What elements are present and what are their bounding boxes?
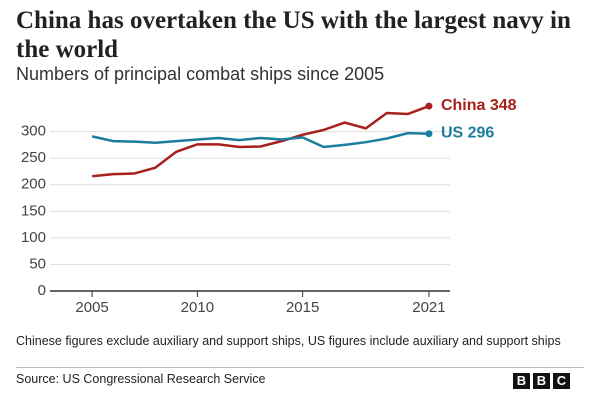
x-tick-label: 2015 [286,299,319,316]
series-line [91,131,429,149]
logo-letter: C [553,373,570,389]
x-tick-label: 2010 [181,299,214,316]
logo-letter: B [513,373,530,389]
y-tick-label: 100 [21,229,46,246]
y-tick-label: 200 [21,176,46,193]
divider [16,367,584,368]
end-label: US 296 [441,125,494,142]
value-label: 296 [468,125,495,142]
y-tick-label: 150 [21,202,46,219]
chart-title: China has overtaken the US with the larg… [16,7,571,63]
series-name: US [441,125,464,142]
end-dot [425,130,433,138]
logo-letter: B [533,373,550,389]
end-label: China 348 [441,97,517,114]
y-tick-label: 50 [29,255,46,272]
value-label: 348 [490,97,517,114]
chart-subtitle: Numbers of principal combat ships since … [16,64,385,84]
source: Source: US Congressional Research Servic… [16,372,266,386]
end-dot [425,102,433,110]
y-tick-label: 300 [21,123,46,140]
logo: B B C [513,373,570,389]
y-tick-label: 250 [21,149,46,166]
x-tick-label: 2005 [75,299,108,316]
chart: 0 50 100 150 200 250 300 2005 2010 2015 2021 China … [21,97,517,316]
series-line [91,104,430,178]
y-tick-label: 0 [38,282,46,299]
series-name: China [441,97,486,114]
x-tick-label: 2021 [412,299,445,316]
footnote: Chinese figures exclude auxiliary and su… [16,334,561,348]
